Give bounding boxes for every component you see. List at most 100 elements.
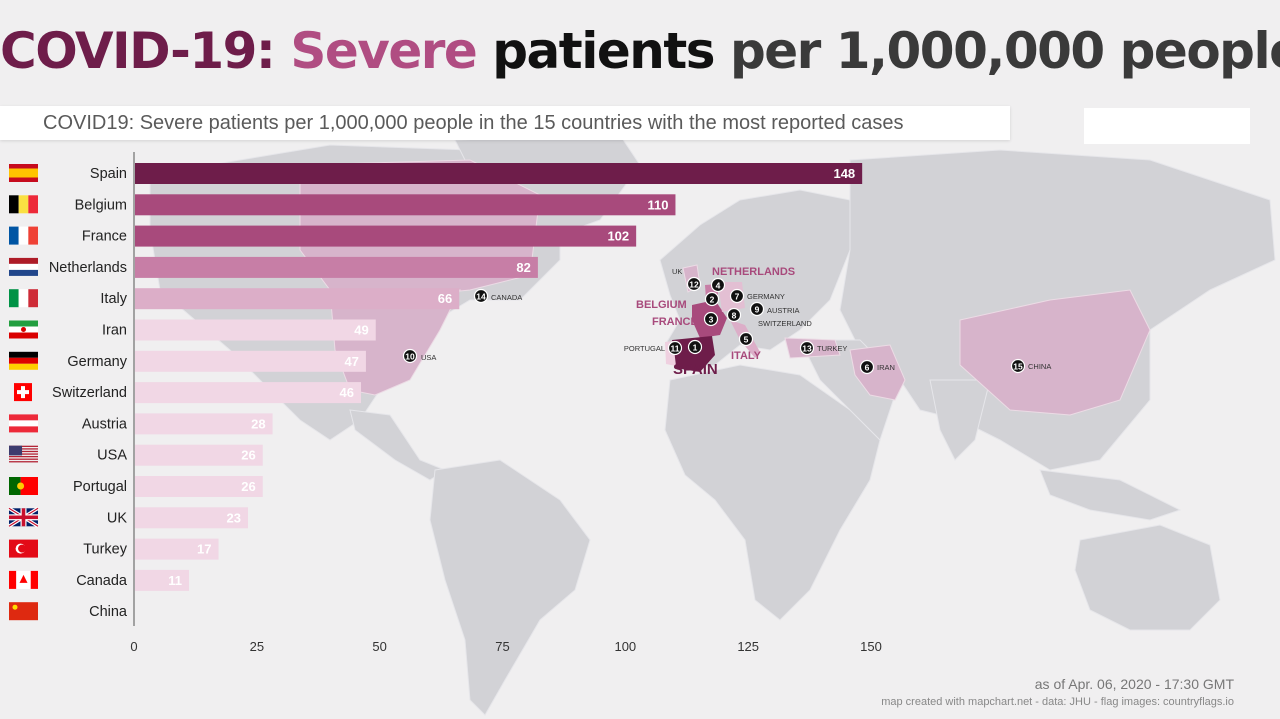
blank-box: [1084, 108, 1250, 144]
svg-text:10: 10: [405, 352, 415, 362]
svg-text:IRAN: IRAN: [877, 363, 895, 372]
svg-text:CANADA: CANADA: [491, 293, 522, 302]
australia-landmass: [1074, 524, 1221, 631]
svg-text:7: 7: [735, 292, 740, 302]
date-note: as of Apr. 06, 2020 - 17:30 GMT: [1034, 676, 1234, 692]
svg-text:CHINA: CHINA: [1028, 362, 1051, 371]
data-label-germany: 47: [344, 354, 358, 369]
category-label-italy: Italy: [100, 291, 127, 307]
data-label-belgium: 110: [647, 197, 668, 212]
data-label-iran: 49: [354, 323, 368, 338]
svg-text:ITALY: ITALY: [731, 350, 762, 362]
category-label-iran: Iran: [102, 323, 127, 339]
bar-austria: [135, 413, 273, 435]
svg-text:4: 4: [716, 281, 721, 291]
austria-flag-icon: [9, 414, 38, 433]
africa-landmass: [664, 364, 881, 621]
subtitle: COVID19: Severe patients per 1,000,000 p…: [43, 112, 904, 134]
map-marker-belgium: 2 BELGIUM: [636, 291, 720, 311]
svg-text:USA: USA: [421, 353, 436, 362]
svg-text:6: 6: [865, 363, 870, 373]
iran-flag-icon: [9, 320, 38, 339]
china-region: [959, 289, 1151, 416]
data-label-uk: 23: [227, 510, 241, 525]
bar-belgium: [135, 194, 676, 216]
svg-text:SWITZERLAND: SWITZERLAND: [758, 319, 812, 328]
map-marker-turkey: 13 TURKEY: [799, 340, 847, 356]
data-label-spain: 148: [833, 166, 855, 181]
map-marker-spain: 1 SPAIN: [673, 339, 718, 378]
x-tick-label: 50: [372, 639, 386, 654]
usa-flag-icon: [9, 445, 38, 463]
map-marker-france: 3 FRANCE: [652, 311, 719, 328]
svg-text:12: 12: [689, 280, 699, 290]
svg-text:14: 14: [476, 292, 486, 302]
netherlands-flag-icon: [9, 257, 38, 276]
svg-text:9: 9: [755, 305, 760, 315]
title-severe: Severe: [290, 22, 478, 80]
bar-netherlands: [135, 256, 538, 278]
x-tick-label: 100: [614, 639, 636, 654]
bar-germany: [135, 350, 366, 372]
se-asia-islands: [1039, 469, 1182, 521]
svg-text:SPAIN: SPAIN: [673, 361, 718, 378]
bar-turkey: [135, 538, 219, 560]
category-label-canada: Canada: [76, 573, 128, 589]
map-marker-netherlands: 4 NETHERLANDS: [710, 266, 795, 293]
svg-text:FRANCE: FRANCE: [652, 316, 698, 328]
data-label-switzerland: 46: [340, 385, 354, 400]
title-per-million: per 1,000,000 people: [729, 22, 1280, 80]
category-label-belgium: Belgium: [75, 197, 127, 213]
svg-text:PORTUGAL: PORTUGAL: [624, 344, 665, 353]
data-label-france: 102: [607, 229, 629, 244]
category-label-turkey: Turkey: [83, 542, 128, 558]
italy-flag-icon: [9, 289, 38, 308]
portugal-flag-icon: [9, 477, 38, 495]
svg-text:3: 3: [709, 315, 714, 325]
data-label-austria: 28: [251, 416, 265, 431]
data-label-netherlands: 82: [516, 260, 530, 275]
data-label-turkey: 17: [197, 542, 211, 557]
bar-usa: [135, 444, 263, 466]
map-marker-uk: 12 UK: [672, 267, 702, 292]
bar-france: [135, 225, 637, 247]
x-tick-label: 125: [737, 639, 759, 654]
data-label-italy: 66: [438, 291, 452, 306]
category-label-netherlands: Netherlands: [49, 260, 127, 276]
svg-text:13: 13: [802, 344, 812, 354]
canada-flag-icon: [9, 570, 38, 589]
germany-flag-icon: [9, 351, 38, 370]
x-tick-label: 150: [860, 639, 882, 654]
bar-portugal: [135, 476, 263, 497]
turkey-flag-icon: [9, 539, 38, 558]
title-covid: COVID-19:: [0, 22, 276, 80]
svg-text:1: 1: [693, 343, 698, 353]
map-marker-iran: 6 IRAN: [859, 359, 895, 375]
switzerland-flag-icon: [14, 383, 32, 402]
china-flag-icon: [9, 602, 38, 621]
france-flag-icon: [9, 226, 38, 245]
map-marker-switzerland: 8 SWITZERLAND: [726, 307, 812, 328]
bar-iran: [135, 319, 376, 341]
map-marker-portugal: 11 PORTUGAL: [624, 340, 683, 356]
credits-note: map created with mapchart.net - data: JH…: [881, 696, 1234, 708]
svg-text:2: 2: [710, 295, 715, 305]
map-marker-china: 15 CHINA: [1010, 358, 1051, 374]
data-label-portugal: 26: [241, 479, 255, 494]
x-tick-label: 25: [250, 639, 264, 654]
map-marker-austria: 9 AUSTRIA: [749, 301, 800, 317]
bar-canada: [135, 569, 190, 591]
iran-region: [849, 344, 906, 401]
spain-region: [672, 336, 715, 372]
bar-switzerland: [135, 382, 362, 404]
category-label-uk: UK: [107, 510, 127, 526]
data-label-usa: 26: [241, 448, 255, 463]
svg-text:AUSTRIA: AUSTRIA: [767, 306, 800, 315]
map-marker-canada: 14 CANADA: [473, 288, 522, 304]
spain-flag-icon: [9, 164, 38, 182]
map-marker-usa: 10 USA: [402, 348, 436, 364]
bar-spain: [135, 163, 863, 184]
data-label-canada: 11: [168, 573, 182, 588]
svg-text:TURKEY: TURKEY: [817, 344, 847, 353]
category-label-austria: Austria: [82, 416, 128, 432]
